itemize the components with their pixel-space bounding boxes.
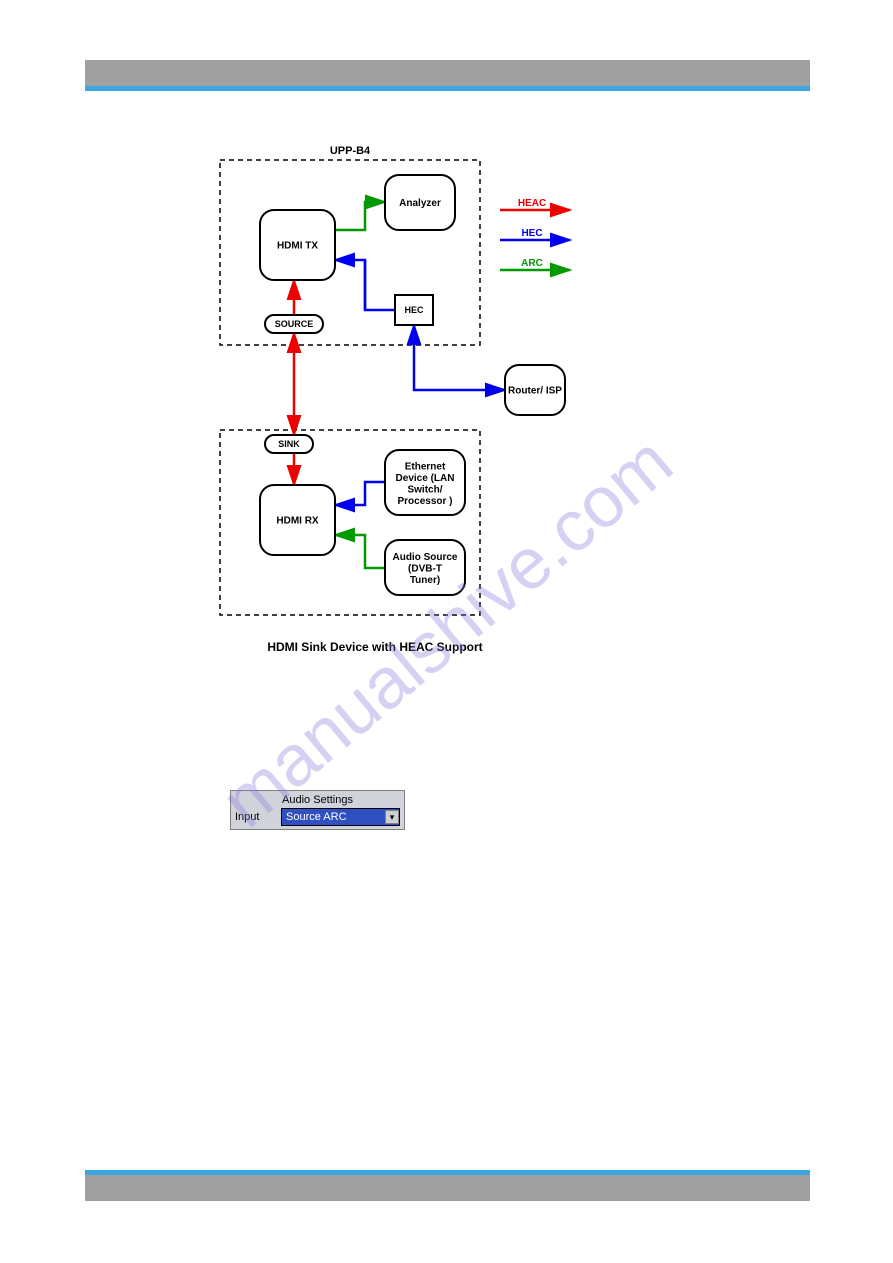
svg-text:Analyzer: Analyzer — [399, 198, 441, 209]
svg-text:HEC: HEC — [404, 305, 424, 315]
svg-text:Audio Source: Audio Source — [392, 552, 457, 563]
audio-input-value: Source ARC — [286, 811, 347, 823]
audio-settings-panel: Audio Settings Input Source ARC ▾ — [230, 790, 405, 830]
svg-text:(DVB-T: (DVB-T — [408, 564, 442, 575]
svg-text:HEC: HEC — [521, 228, 542, 239]
svg-text:Switch/: Switch/ — [407, 485, 442, 496]
svg-text:HDMI TX: HDMI TX — [277, 241, 318, 252]
svg-text:Ethernet: Ethernet — [405, 462, 446, 473]
svg-text:HEAC: HEAC — [518, 198, 546, 209]
svg-text:HDMI RX: HDMI RX — [276, 516, 319, 527]
svg-text:Router/ ISP: Router/ ISP — [508, 386, 562, 397]
audio-input-label: Input — [235, 811, 281, 823]
svg-text:Processor ): Processor ) — [397, 496, 452, 507]
footer-bar-gray — [85, 1175, 810, 1201]
svg-text:ARC: ARC — [521, 258, 543, 269]
svg-text:UPP-B4: UPP-B4 — [330, 145, 371, 157]
dropdown-arrow-icon[interactable]: ▾ — [385, 810, 399, 824]
diagram-bottom-caption: HDMI Sink Device with HEAC Support — [250, 640, 500, 654]
header-bar-blue — [85, 86, 810, 91]
audio-settings-title: Audio Settings — [231, 791, 404, 806]
svg-text:SINK: SINK — [278, 439, 300, 449]
svg-text:Tuner): Tuner) — [410, 575, 440, 586]
svg-text:Device (LAN: Device (LAN — [396, 473, 455, 484]
audio-settings-row: Input Source ARC ▾ — [231, 806, 404, 828]
audio-input-select[interactable]: Source ARC ▾ — [281, 808, 400, 826]
svg-text:SOURCE: SOURCE — [275, 319, 314, 329]
header-bar-gray — [85, 60, 810, 86]
